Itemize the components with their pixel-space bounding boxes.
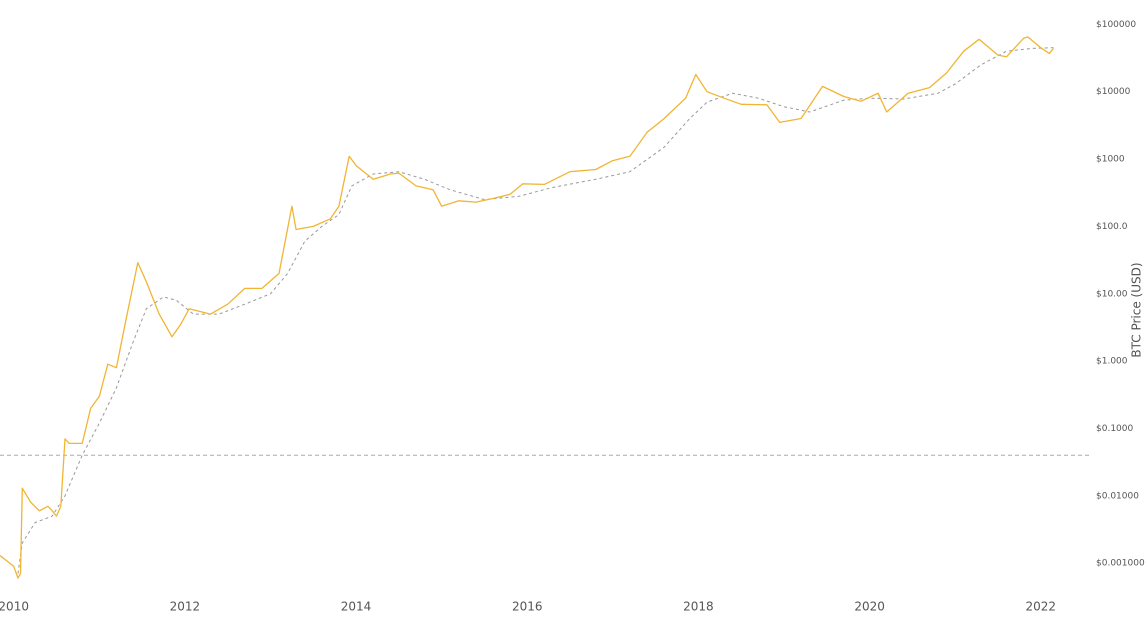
y-tick-label: $10000 (1096, 87, 1131, 97)
y-tick-label: $0.1000 (1096, 424, 1133, 434)
x-tick-label: 2020 (854, 600, 885, 614)
x-tick-label: 2012 (170, 600, 201, 614)
y-tick-label: $0.01000 (1096, 491, 1139, 501)
x-tick-label: 2018 (683, 600, 714, 614)
price-line (0, 36, 1055, 579)
y-tick-label: $1.000 (1096, 357, 1128, 367)
y-tick-label: $1000 (1096, 155, 1125, 165)
x-tick-label: 2016 (512, 600, 543, 614)
x-tick-label: 2010 (0, 600, 29, 614)
y-tick-label: $100000 (1096, 20, 1136, 30)
y-tick-label: $100.0 (1096, 222, 1128, 232)
x-tick-label: 2022 (1025, 600, 1056, 614)
x-tick-label: 2014 (341, 600, 372, 614)
moving-average-line (17, 47, 1054, 574)
y-tick-label: $10.00 (1096, 289, 1128, 299)
y-tick-label: $0.001000 (1096, 559, 1145, 569)
y-axis-title: BTC Price (USD) (1130, 262, 1144, 357)
